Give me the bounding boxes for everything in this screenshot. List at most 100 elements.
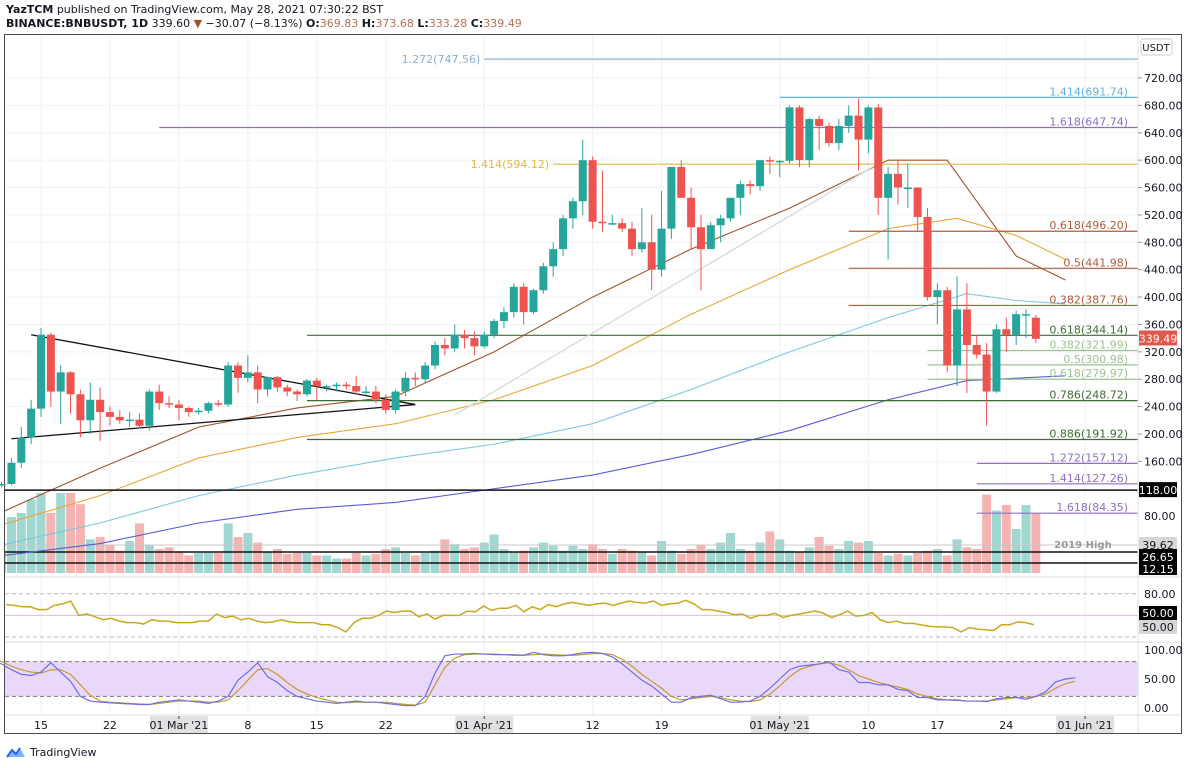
- logo-text: TradingView: [30, 745, 97, 759]
- time-tick-label: 12: [586, 719, 600, 732]
- volume-bar: [755, 542, 765, 573]
- volume-bar: [814, 537, 824, 573]
- volume-bar: [597, 549, 607, 573]
- volume-level-badge: [1139, 537, 1177, 551]
- stoch-k-line: [0, 651, 1076, 707]
- candle-body: [214, 403, 223, 405]
- time-tick-label: 15: [34, 719, 48, 732]
- candle-body: [204, 403, 213, 411]
- candle-body: [391, 391, 400, 411]
- candle-body: [1031, 317, 1040, 339]
- price-tick-label: 320.00: [1144, 346, 1183, 359]
- candle-body: [687, 197, 696, 228]
- volume-bar: [726, 533, 735, 573]
- candle-body: [96, 399, 105, 413]
- candle-body: [854, 115, 863, 140]
- price-tick-label: 360.00: [1144, 318, 1183, 331]
- volume-bar: [578, 549, 588, 573]
- moving-average-line: [5, 375, 1066, 556]
- candle-body: [293, 391, 302, 395]
- volume-bar: [272, 549, 282, 573]
- volume-bar: [164, 547, 174, 573]
- candle-body: [273, 377, 282, 388]
- close-label: C:: [470, 17, 484, 30]
- tradingview-cloud-icon: [6, 747, 25, 758]
- candle-body: [1012, 314, 1021, 335]
- candle-body: [509, 286, 518, 313]
- candle-body: [667, 166, 676, 229]
- candle-body: [145, 391, 154, 426]
- time-tick-label: 01 Jun '21: [1057, 719, 1112, 732]
- volume-bar: [657, 541, 667, 573]
- volume-bar: [863, 541, 873, 573]
- price-tick-label: 440.00: [1144, 264, 1183, 277]
- price-tick-label: 640.00: [1144, 127, 1183, 140]
- candle-body: [637, 242, 646, 250]
- volume-bar: [253, 542, 263, 573]
- price-tick-label: 480.00: [1144, 236, 1183, 249]
- triangle-upper-trendline: [31, 334, 416, 406]
- candle-body: [490, 321, 499, 335]
- last-price: 339.60: [151, 17, 191, 30]
- candle-body: [115, 416, 124, 421]
- volume-bar: [883, 555, 893, 573]
- rsi-badge: [1139, 606, 1177, 620]
- candle-body: [825, 125, 833, 144]
- candle-body: [568, 201, 577, 219]
- candle-body: [411, 377, 420, 380]
- tradingview-logo[interactable]: TradingView: [6, 745, 96, 759]
- price-tick-label: 200.00: [1144, 428, 1183, 441]
- price-tick-label: 520.00: [1144, 209, 1183, 222]
- volume-bar: [243, 533, 253, 573]
- candle-body: [460, 334, 469, 339]
- candle-body: [0, 483, 6, 486]
- candle-body: [726, 197, 735, 219]
- time-tick-label: 01 Apr '21: [456, 719, 513, 732]
- volume-bar: [135, 523, 144, 573]
- volume-bar: [627, 550, 637, 573]
- candle-body: [874, 107, 883, 198]
- candle-body: [844, 115, 853, 126]
- volume-bar: [745, 550, 755, 573]
- candle-body: [184, 407, 193, 413]
- fib-level-label: 1.618(647.74): [1049, 115, 1128, 128]
- volume-bar: [538, 542, 548, 573]
- volume-bar: [696, 545, 706, 573]
- volume-bar: [686, 549, 696, 573]
- fib-level-label: 1.272(747.56): [402, 53, 481, 66]
- volume-bar: [5, 550, 7, 573]
- candle-body: [234, 365, 242, 378]
- time-tick-box: [750, 716, 809, 733]
- volume-bar: [962, 547, 972, 573]
- candle-body: [371, 391, 380, 400]
- volume-bar: [410, 555, 420, 573]
- author-name[interactable]: YazTCM: [6, 3, 54, 16]
- candle-body: [884, 173, 893, 198]
- volume-level-label: 39.62: [1142, 539, 1174, 552]
- time-tick-label: 22: [103, 719, 117, 732]
- volume-bar: [972, 549, 982, 573]
- candle-body: [539, 266, 548, 291]
- volume-level-badge: [1139, 561, 1177, 575]
- candle-body: [105, 412, 114, 417]
- candle-body: [381, 399, 390, 411]
- candle-body: [342, 384, 351, 387]
- volume-bar: [460, 549, 470, 573]
- symbol-name[interactable]: BINANCE:BNBUSDT, 1D: [6, 17, 149, 30]
- volume-bar: [1021, 505, 1031, 573]
- volume-bar: [854, 542, 864, 573]
- candle-body: [647, 242, 656, 270]
- wedge-line-trendline: [454, 163, 879, 416]
- candle-body: [194, 410, 203, 413]
- volume-bar: [36, 493, 46, 573]
- candle-body: [56, 372, 65, 392]
- fib-level-label: 0.618(344.14): [1049, 323, 1128, 336]
- volume-bar: [115, 550, 125, 573]
- volume-bar: [991, 510, 1001, 573]
- candle-body: [893, 173, 902, 188]
- stoch-axis-tick: 50.00: [1144, 673, 1176, 686]
- candle-body: [224, 365, 233, 405]
- candle-body: [125, 419, 134, 422]
- candle-body: [7, 462, 16, 484]
